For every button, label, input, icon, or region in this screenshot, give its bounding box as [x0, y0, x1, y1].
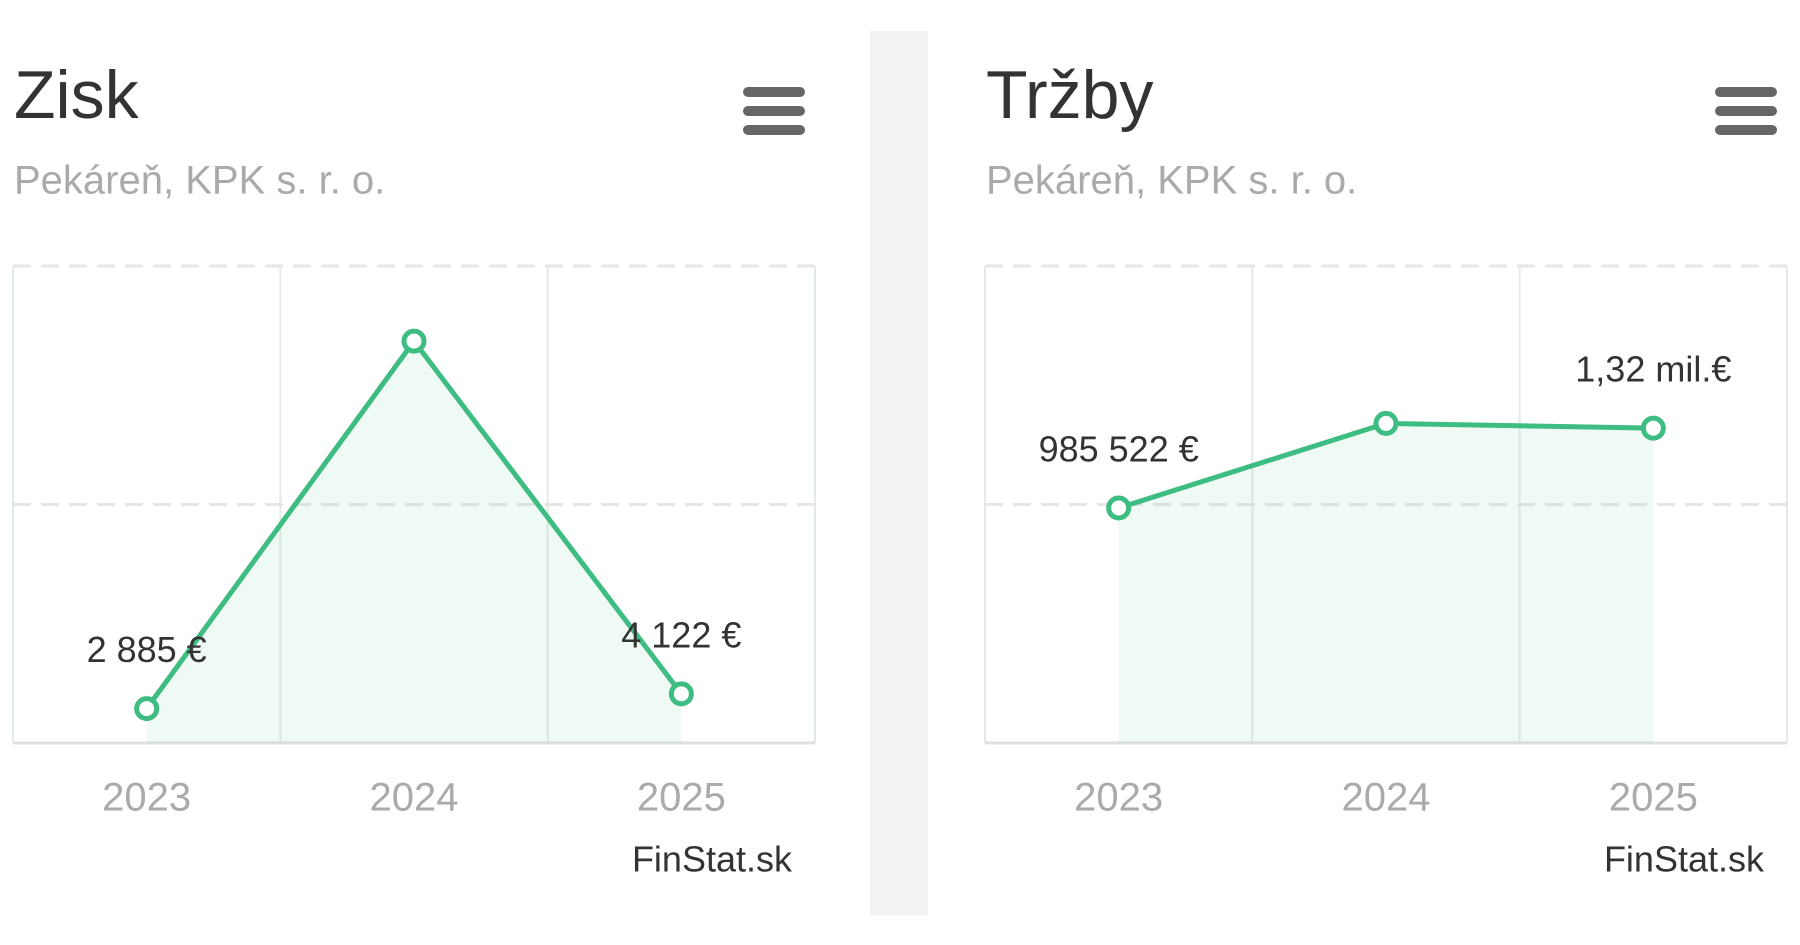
area	[1118, 423, 1654, 743]
separator	[870, 31, 928, 915]
x-tick-label: 2025	[1609, 776, 1698, 820]
credits[interactable]: FinStat.sk	[1604, 839, 1765, 880]
x-tick-label: 2023	[1074, 776, 1163, 820]
data-label: 2 885 €	[87, 629, 207, 670]
point-marker	[134, 696, 160, 722]
credits[interactable]: FinStat.sk	[632, 839, 793, 880]
point-marker	[1106, 495, 1132, 521]
x-tick-label: 2025	[637, 776, 726, 820]
chart-subtitle: Pekáreň, KPK s. r. o.	[14, 159, 385, 203]
x-tick-label: 2024	[1342, 776, 1431, 820]
chart-title: Tržby	[986, 57, 1153, 133]
x-tick-label: 2024	[370, 776, 459, 820]
data-label: 1,32 mil.€	[1575, 349, 1731, 390]
point-marker	[1373, 410, 1399, 436]
chart-subtitle: Pekáreň, KPK s. r. o.	[986, 159, 1357, 203]
data-label: 985 522 €	[1039, 428, 1199, 469]
data-label: 4 122 €	[621, 614, 741, 655]
area	[146, 341, 682, 743]
point-marker	[668, 681, 694, 707]
point-marker	[1640, 415, 1666, 441]
x-tick-label: 2023	[102, 776, 191, 820]
point-marker	[401, 328, 427, 354]
chart-title: Zisk	[14, 57, 140, 133]
